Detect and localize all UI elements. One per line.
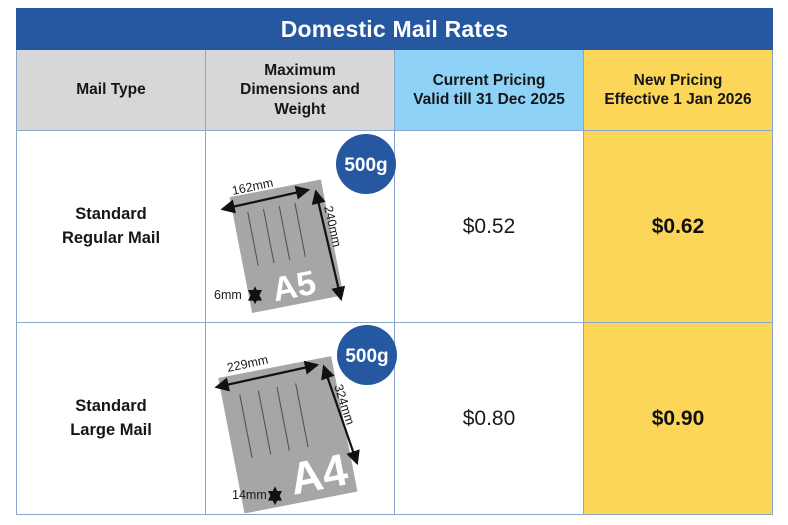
mail-type-label-line1: Standard: [75, 204, 147, 223]
thickness-label-a5: 6mm: [214, 288, 242, 302]
column-header-current-pricing-line1: Current Pricing: [432, 71, 546, 89]
column-header-new-pricing-line1: New Pricing: [633, 71, 723, 89]
cell-current-price-regular: $0.52: [394, 130, 584, 323]
domestic-mail-rates-table: Domestic Mail Rates Mail Type Maximum Di…: [16, 8, 773, 515]
weight-badge-a4: 500g: [337, 325, 397, 385]
mail-size-illustration-a5: A5 162mm 240mm 6mm: [206, 131, 398, 322]
width-dimension-arrow-a5: [220, 185, 311, 214]
new-price-value: $0.90: [651, 406, 705, 430]
column-header-new-pricing-line2: Effective 1 Jan 2026: [604, 91, 752, 108]
column-header-current-pricing: Current Pricing Valid till 31 Dec 2025: [394, 49, 584, 131]
cell-mail-type-regular: Standard Regular Mail: [16, 130, 206, 323]
mail-type-label-line1: Standard: [75, 396, 147, 415]
table-row: Standard Large Mail: [16, 322, 773, 515]
weight-badge-a5: 500g: [336, 134, 396, 194]
cell-dimensions-regular: A5 162mm 240mm 6mm: [205, 130, 398, 323]
paper-size-label-a4: A4: [286, 444, 352, 505]
column-header-new-pricing: New Pricing Effective 1 Jan 2026: [583, 49, 773, 131]
column-header-mail-type-line1: Mail Type: [76, 81, 146, 99]
current-price-value: $0.52: [462, 214, 516, 238]
cell-mail-type-large: Standard Large Mail: [16, 322, 206, 515]
table-header-row: Mail Type Maximum Dimensions and Weight …: [16, 49, 773, 131]
paper-sheet-a5: A5: [229, 179, 344, 314]
column-header-dimensions-line1: Maximum: [264, 61, 336, 79]
paper-size-label-a5: A5: [269, 264, 319, 310]
current-price-value: $0.80: [462, 406, 516, 430]
mail-type-label-line2: Large Mail: [70, 420, 152, 439]
domestic-mail-rates-table-container: Domestic Mail Rates Mail Type Maximum Di…: [16, 8, 773, 515]
weight-badge-label-a4: 500g: [345, 346, 388, 367]
column-header-dimensions-line2: Dimensions and: [240, 81, 360, 99]
cell-new-price-regular: $0.62: [583, 130, 773, 323]
new-price-value: $0.62: [651, 214, 705, 238]
mail-size-illustration-a4: A4 229mm 324mm 14mm: [206, 323, 398, 514]
mail-type-label-line2: Regular Mail: [61, 228, 161, 247]
table-title-row: Domestic Mail Rates: [16, 8, 773, 50]
column-header-dimensions: Maximum Dimensions and Weight: [205, 49, 395, 131]
cell-dimensions-large: A4 229mm 324mm 14mm: [205, 322, 398, 515]
page-title: Domestic Mail Rates: [280, 16, 509, 42]
height-dimension-arrow-a5: [311, 189, 346, 302]
column-header-mail-type: Mail Type: [16, 49, 206, 131]
cell-new-price-large: $0.90: [583, 322, 773, 515]
thickness-label-a4: 14mm: [232, 488, 267, 502]
column-header-dimensions-line3: Weight: [274, 100, 326, 118]
weight-badge-label-a5: 500g: [344, 155, 387, 176]
column-header-current-pricing-line2: Valid till 31 Dec 2025: [413, 91, 565, 108]
height-dimension-arrow-a4: [321, 364, 360, 466]
cell-current-price-large: $0.80: [394, 322, 584, 515]
table-row: Standard Regular Mail: [16, 130, 773, 323]
table-title-cell: Domestic Mail Rates: [16, 8, 773, 50]
width-dimension-arrow-a4: [214, 360, 320, 392]
